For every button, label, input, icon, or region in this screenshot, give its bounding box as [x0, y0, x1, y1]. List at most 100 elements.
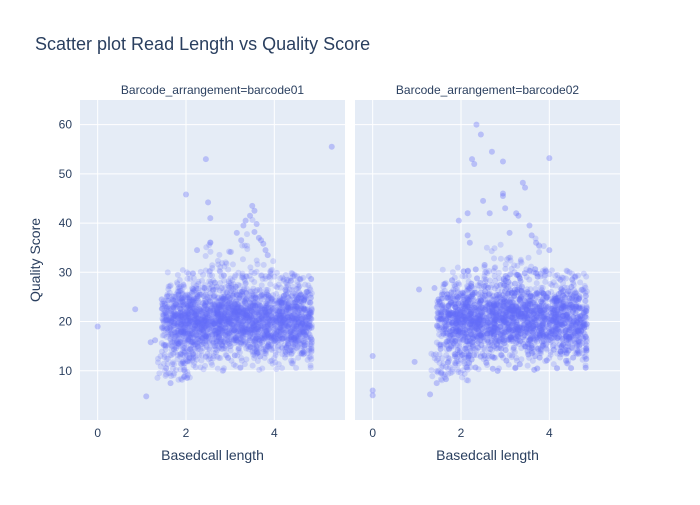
scatter-point — [212, 280, 218, 286]
scatter-point — [203, 253, 209, 259]
y-tick-label: 60 — [59, 118, 73, 132]
y-tick-label: 50 — [59, 167, 73, 181]
scatter-point — [203, 156, 209, 162]
scatter-point — [267, 273, 273, 279]
scatter-point — [190, 286, 196, 292]
scatter-point — [238, 364, 244, 370]
scatter-point — [215, 366, 221, 372]
scatter-point — [276, 361, 282, 367]
scatter-point — [452, 283, 458, 289]
scatter-point — [251, 327, 257, 333]
scatter-point — [174, 329, 180, 335]
scatter-point — [251, 229, 257, 235]
scatter-point — [542, 279, 548, 285]
scatter-point — [187, 302, 193, 308]
y-tick-label: 20 — [59, 315, 73, 329]
scatter-point — [248, 295, 254, 301]
scatter-point — [171, 370, 177, 376]
scatter-point — [199, 326, 205, 332]
scatter-point — [217, 280, 223, 286]
scatter-point — [282, 315, 288, 321]
scatter-point — [265, 252, 271, 258]
scatter-point — [302, 342, 308, 348]
scatter-point — [260, 241, 266, 247]
scatter-point — [199, 335, 205, 341]
scatter-point — [132, 306, 138, 312]
scatter-point — [225, 355, 231, 361]
scatter-point — [301, 349, 307, 355]
scatter-point — [243, 356, 249, 362]
scatter-point — [307, 310, 313, 316]
scatter-point — [251, 279, 257, 285]
scatter-point — [165, 317, 171, 323]
scatter-point — [293, 323, 299, 329]
scatter-point — [182, 325, 188, 331]
scatter-point — [243, 329, 249, 335]
scatter-point — [262, 306, 268, 312]
scatter-point — [215, 312, 221, 318]
scatter-point — [244, 340, 250, 346]
scatter-point — [255, 261, 261, 267]
scatter-point — [259, 292, 265, 298]
x-axis-label: Basedcall length — [161, 447, 264, 463]
scatter-point — [296, 295, 302, 301]
scatter-point — [579, 287, 585, 293]
scatter-point — [208, 323, 214, 329]
scatter-point — [302, 294, 308, 300]
scatter-point — [171, 298, 177, 304]
scatter-point — [216, 252, 222, 258]
scatter-point — [250, 303, 256, 309]
scatter-point — [143, 393, 149, 399]
scatter-point — [196, 300, 202, 306]
scatter-point — [251, 208, 257, 214]
scatter-point — [254, 350, 260, 356]
scatter-point — [247, 264, 253, 270]
scatter-point — [513, 355, 519, 361]
scatter-point — [583, 293, 589, 299]
scatter-point — [268, 268, 274, 274]
scatter-point — [183, 192, 189, 198]
y-tick-label: 10 — [59, 364, 73, 378]
scatter-point — [231, 362, 237, 368]
scatter-point — [276, 335, 282, 341]
scatter-point — [297, 276, 303, 282]
scatter-point — [271, 355, 277, 361]
scatter-point — [526, 277, 532, 283]
scatter-point — [191, 281, 197, 287]
scatter-point — [503, 347, 509, 353]
scatter-point — [172, 322, 178, 328]
scatter-point — [554, 365, 560, 371]
scatter-point — [268, 346, 274, 352]
scatter-point — [259, 365, 265, 371]
scatter-point — [287, 329, 293, 335]
scatter-point — [203, 244, 209, 250]
scatter-point — [479, 326, 485, 332]
scatter-point — [201, 293, 207, 299]
scatter-point — [221, 365, 227, 371]
scatter-point — [188, 309, 194, 315]
scatter-point — [583, 274, 589, 280]
scatter-point — [507, 352, 513, 358]
scatter-point — [227, 295, 233, 301]
scatter-point — [244, 243, 250, 249]
plot-background — [355, 100, 620, 420]
scatter-point — [235, 270, 241, 276]
scatter-point — [240, 256, 246, 262]
scatter-point — [217, 355, 223, 361]
scatter-point — [227, 332, 233, 338]
scatter-point — [261, 262, 267, 268]
scatter-point — [186, 357, 192, 363]
scatter-point — [558, 349, 564, 355]
scatter-point — [503, 358, 509, 364]
scatter-point — [195, 316, 201, 322]
scatter-point — [209, 262, 215, 268]
y-axis-label: Quality Score — [27, 218, 43, 302]
scatter-point — [176, 338, 182, 344]
x-tick-label: 0 — [94, 426, 101, 440]
scatter-point — [450, 269, 456, 275]
scatter-point — [225, 283, 231, 289]
scatter-point — [301, 329, 307, 335]
scatter-point — [241, 286, 247, 292]
